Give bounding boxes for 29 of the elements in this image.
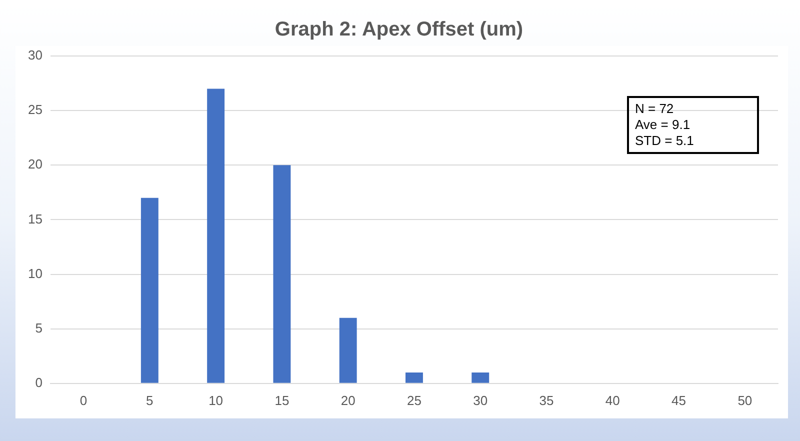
x-tick-label: 10 — [208, 392, 224, 408]
annotation: Ave = 9.1 — [635, 117, 692, 133]
x-tick-label: 15 — [274, 392, 290, 408]
y-tick-label: 20 — [28, 156, 42, 172]
x-tick-label: 35 — [539, 392, 554, 408]
bar — [339, 318, 357, 383]
bar — [273, 165, 291, 383]
y-tick-label: 15 — [28, 211, 42, 226]
x-tick-label: 5 — [146, 392, 154, 408]
bar — [207, 88, 225, 383]
x-tick-label: 0 — [80, 392, 88, 408]
chart-title: Graph 2: Apex Offset (um) — [274, 18, 524, 41]
annotation: STD = 5.1 — [635, 133, 695, 149]
annotation: N = 72 — [635, 101, 675, 117]
x-tick-label: 20 — [340, 392, 356, 408]
y-tick-label: 10 — [28, 266, 42, 281]
x-tick-label: 30 — [473, 392, 488, 408]
text-box: N = 72 Ave = 9.1 STD = 5.1 — [627, 96, 759, 154]
y-tick-label: 30 — [28, 48, 42, 63]
x-tick-label: 45 — [672, 392, 686, 408]
y-tick-label: 5 — [35, 320, 42, 336]
y-tick-label: 25 — [28, 102, 42, 118]
y-tick-label: 0 — [35, 374, 42, 390]
bar — [472, 372, 490, 383]
x-tick-label: 50 — [738, 392, 752, 408]
x-tick-label: 25 — [406, 392, 422, 408]
bar — [140, 198, 158, 383]
x-tick-label: 40 — [605, 392, 620, 408]
bar — [406, 372, 423, 383]
